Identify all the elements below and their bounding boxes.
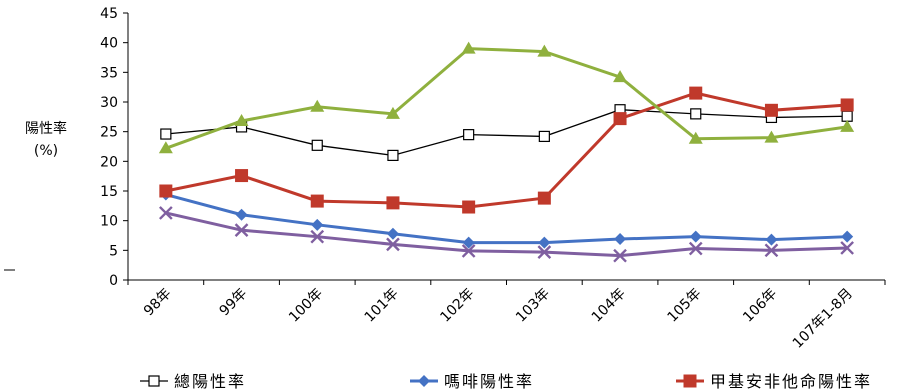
series-group bbox=[159, 42, 854, 262]
data-point bbox=[614, 233, 626, 245]
legend-item: 嗎啡陽性率 bbox=[410, 372, 534, 390]
data-point bbox=[161, 129, 171, 139]
data-point bbox=[842, 111, 852, 121]
y-tick-label: 25 bbox=[100, 125, 118, 141]
data-point bbox=[387, 228, 399, 240]
data-point bbox=[388, 150, 398, 160]
y-tick-label: 30 bbox=[100, 95, 118, 111]
y-tick-label: 15 bbox=[100, 184, 118, 200]
data-point bbox=[463, 201, 475, 213]
y-tick-label: 35 bbox=[100, 65, 118, 81]
legend-marker bbox=[418, 375, 430, 387]
y-axis-label: 陽性率 (%) bbox=[4, 120, 67, 270]
data-point bbox=[765, 104, 777, 116]
x-tick-label: 107年1-8月 bbox=[790, 286, 856, 352]
y-axis: 0 5 10 15 20 25 30 35 40 45 bbox=[100, 6, 128, 289]
series-3 bbox=[160, 87, 853, 213]
data-point bbox=[236, 170, 248, 182]
legend-marker bbox=[684, 375, 696, 387]
series-2 bbox=[160, 189, 853, 249]
x-tick-label: 98年 bbox=[141, 286, 175, 320]
x-tick-label: 103年 bbox=[513, 286, 553, 326]
x-tick-label: 106年 bbox=[740, 286, 780, 326]
legend: 總陽性率 嗎啡陽性率 甲基安非他命陽性率 bbox=[140, 372, 872, 390]
data-point bbox=[765, 234, 777, 246]
x-axis: 98年 99年 100年 101年 102年 103年 104年 105年 106年 107年1-… bbox=[128, 280, 885, 352]
data-point bbox=[160, 185, 172, 197]
x-tick-label: 105年 bbox=[664, 286, 704, 326]
legend-label: 甲基安非他命陽性率 bbox=[710, 372, 872, 390]
x-tick-label: 104年 bbox=[589, 286, 629, 326]
y-tick-label: 5 bbox=[109, 243, 118, 259]
data-point bbox=[311, 219, 323, 231]
y-tick-label: 20 bbox=[100, 154, 118, 170]
y-tick-label: 40 bbox=[100, 36, 118, 52]
legend-item: 甲基安非他命陽性率 bbox=[676, 372, 872, 390]
series-1 bbox=[161, 105, 852, 161]
data-point bbox=[841, 99, 853, 111]
data-point bbox=[690, 231, 702, 243]
y-axis-label-line: (%) bbox=[34, 143, 58, 159]
y-axis-label-line: 陽性率 bbox=[25, 120, 67, 137]
data-point bbox=[387, 197, 399, 209]
data-point bbox=[538, 192, 550, 204]
data-point bbox=[464, 130, 474, 140]
y-tick-label: 10 bbox=[100, 214, 118, 230]
legend-marker bbox=[149, 376, 159, 386]
legend-label: 嗎啡陽性率 bbox=[444, 372, 534, 390]
legend-item: 總陽性率 bbox=[140, 372, 246, 390]
data-point bbox=[691, 109, 701, 119]
data-point bbox=[312, 140, 322, 150]
data-point bbox=[236, 209, 248, 221]
legend-label: 總陽性率 bbox=[174, 372, 246, 390]
x-tick-label: 99年 bbox=[217, 286, 251, 320]
series-5 bbox=[160, 207, 853, 262]
y-tick-label: 45 bbox=[100, 6, 118, 22]
series-line bbox=[166, 93, 847, 207]
data-point bbox=[539, 131, 549, 141]
x-tick-label: 100年 bbox=[286, 286, 326, 326]
data-point bbox=[841, 231, 853, 243]
data-point bbox=[690, 87, 702, 99]
data-point bbox=[311, 195, 323, 207]
series-4 bbox=[159, 42, 854, 154]
data-point bbox=[614, 113, 626, 125]
x-tick-label: 101年 bbox=[362, 286, 402, 326]
x-tick-label: 102年 bbox=[437, 286, 477, 326]
y-tick-label: 0 bbox=[109, 273, 118, 289]
